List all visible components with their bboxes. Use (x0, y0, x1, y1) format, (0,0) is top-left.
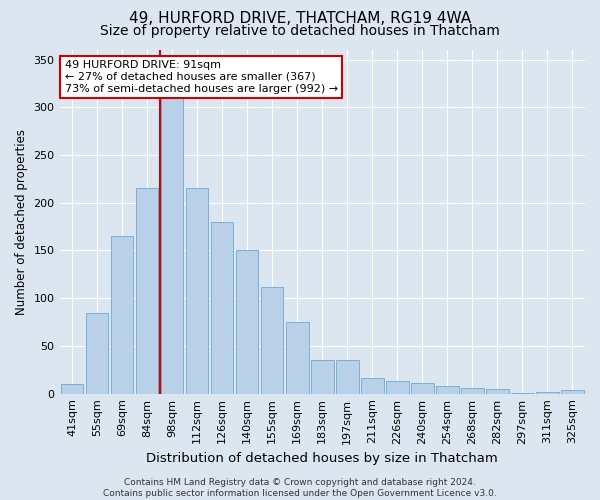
Bar (211, 222, 233, 394)
Text: Contains HM Land Registry data © Crown copyright and database right 2024.
Contai: Contains HM Land Registry data © Crown c… (103, 478, 497, 498)
Bar (261, 287, 283, 394)
Bar (361, 378, 383, 394)
Text: Size of property relative to detached houses in Thatcham: Size of property relative to detached ho… (100, 24, 500, 38)
Bar (336, 360, 359, 394)
Bar (186, 188, 208, 394)
Bar (236, 250, 259, 394)
Bar (111, 236, 133, 394)
Bar (461, 388, 484, 394)
Text: 49 HURFORD DRIVE: 91sqm
← 27% of detached houses are smaller (367)
73% of semi-d: 49 HURFORD DRIVE: 91sqm ← 27% of detache… (65, 60, 338, 94)
Bar (561, 390, 584, 394)
Bar (486, 389, 509, 394)
Text: 49, HURFORD DRIVE, THATCHAM, RG19 4WA: 49, HURFORD DRIVE, THATCHAM, RG19 4WA (129, 11, 471, 26)
Bar (161, 74, 184, 394)
X-axis label: Distribution of detached houses by size in Thatcham: Distribution of detached houses by size … (146, 452, 498, 465)
Bar (436, 386, 458, 394)
Bar (536, 392, 559, 394)
Bar (136, 188, 158, 394)
Bar (61, 384, 83, 394)
Bar (511, 392, 534, 394)
Bar (411, 383, 434, 394)
Bar (386, 382, 409, 394)
Bar (286, 322, 308, 394)
Bar (86, 312, 109, 394)
Y-axis label: Number of detached properties: Number of detached properties (15, 129, 28, 315)
Bar (311, 360, 334, 394)
